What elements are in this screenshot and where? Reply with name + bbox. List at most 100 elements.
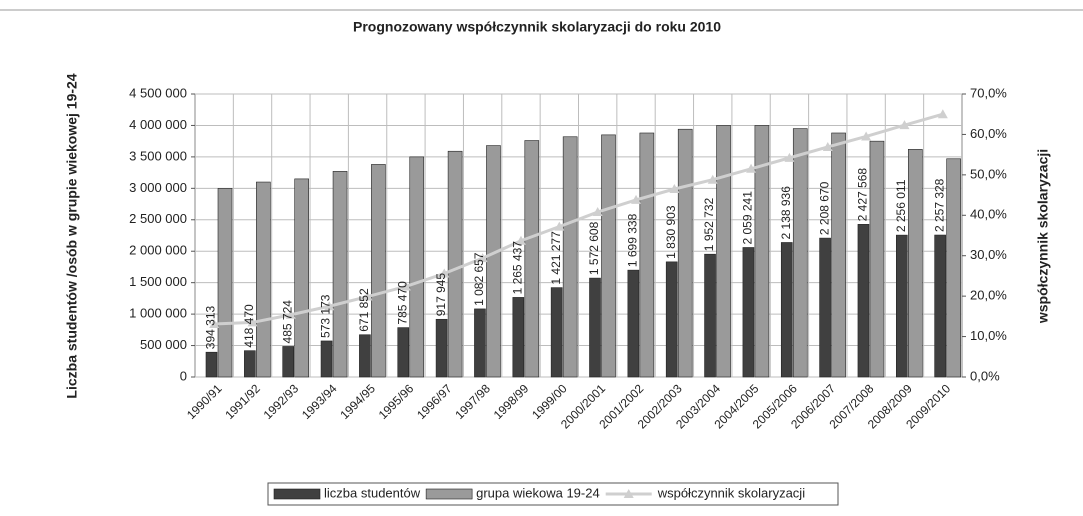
bar bbox=[792, 128, 808, 378]
bar bbox=[742, 247, 755, 378]
rate-marker bbox=[592, 207, 603, 217]
bar bbox=[754, 125, 770, 378]
y-tick-label: 2 500 000 bbox=[129, 211, 187, 226]
legend-label: grupa wiekowa 19-24 bbox=[476, 485, 600, 500]
value-label: 2 427 568 bbox=[856, 168, 870, 222]
rate-marker bbox=[209, 319, 220, 329]
bar bbox=[512, 297, 525, 378]
y2-tick-label: 0,0% bbox=[970, 368, 1000, 383]
bar bbox=[716, 125, 731, 378]
x-tick-label: 1998/99 bbox=[491, 381, 532, 422]
y-tick-label: 0 bbox=[180, 368, 187, 383]
bar bbox=[217, 188, 233, 378]
bar bbox=[895, 234, 908, 378]
value-label: 671 852 bbox=[357, 288, 371, 332]
rate-line bbox=[214, 112, 944, 326]
bar bbox=[589, 277, 601, 378]
value-label: 2 208 670 bbox=[817, 181, 831, 235]
rate-marker bbox=[899, 120, 910, 130]
x-tick-label: 1990/91 bbox=[184, 381, 225, 422]
bar bbox=[677, 128, 693, 378]
rate-marker bbox=[861, 131, 872, 141]
rate-marker bbox=[515, 235, 526, 245]
rate-marker bbox=[669, 184, 680, 194]
legend-box bbox=[267, 482, 839, 506]
legend-swatch bbox=[273, 488, 321, 500]
x-tick-label: 1996/97 bbox=[414, 381, 455, 422]
chart-title: Prognozowany współczynnik skolaryzacji d… bbox=[353, 19, 721, 35]
y2-tick-label: 70,0% bbox=[970, 85, 1007, 100]
bar bbox=[359, 334, 371, 378]
value-label: 1 082 657 bbox=[472, 252, 486, 306]
bar bbox=[256, 181, 271, 378]
value-label: 785 470 bbox=[395, 281, 409, 325]
x-tick-label: 1994/95 bbox=[337, 381, 378, 422]
bar bbox=[934, 234, 946, 378]
bar bbox=[435, 318, 448, 378]
bar bbox=[409, 156, 425, 378]
rate-marker bbox=[937, 109, 948, 119]
bar bbox=[474, 308, 486, 378]
value-label: 2 257 328 bbox=[932, 178, 946, 232]
rate-marker bbox=[400, 281, 411, 291]
value-label: 1 421 277 bbox=[549, 231, 563, 285]
value-label: 1 265 437 bbox=[510, 241, 524, 295]
value-label: 1 699 338 bbox=[626, 213, 640, 267]
y-tick-label: 4 000 000 bbox=[129, 117, 187, 132]
bar bbox=[282, 346, 295, 378]
bar bbox=[627, 269, 640, 378]
y-tick-label: 1 500 000 bbox=[129, 274, 187, 289]
bar bbox=[639, 132, 655, 378]
value-label: 394 313 bbox=[204, 305, 218, 349]
value-label: 418 470 bbox=[242, 304, 256, 348]
value-label: 2 138 936 bbox=[779, 186, 793, 240]
value-label: 2 059 241 bbox=[741, 191, 755, 245]
bar bbox=[244, 350, 256, 378]
x-tick-label: 1995/96 bbox=[376, 381, 417, 422]
bar bbox=[294, 178, 310, 378]
bar bbox=[332, 171, 348, 378]
legend-label: liczba studentów bbox=[324, 485, 421, 500]
x-tick-label: 1992/93 bbox=[261, 381, 302, 422]
rate-marker bbox=[477, 253, 488, 263]
y2-tick-label: 60,0% bbox=[970, 126, 1007, 141]
value-label: 1 572 608 bbox=[587, 221, 601, 275]
rate-marker bbox=[707, 174, 718, 184]
rate-marker bbox=[362, 291, 373, 301]
y2-tick-label: 40,0% bbox=[970, 207, 1007, 222]
bar bbox=[869, 140, 885, 378]
value-label: 1 830 903 bbox=[664, 205, 678, 259]
value-label: 1 952 732 bbox=[702, 197, 716, 251]
y2-axis-label: współczynnik skolaryzacji bbox=[1035, 149, 1051, 324]
bar bbox=[447, 150, 463, 378]
bar bbox=[857, 224, 870, 378]
rate-marker bbox=[554, 221, 565, 231]
y-tick-label: 2 000 000 bbox=[129, 243, 187, 258]
bar bbox=[562, 136, 578, 378]
y2-tick-label: 10,0% bbox=[970, 328, 1007, 343]
y2-tick-label: 50,0% bbox=[970, 166, 1007, 181]
bar bbox=[704, 253, 716, 378]
rate-marker bbox=[439, 268, 450, 278]
value-label: 573 173 bbox=[319, 294, 333, 338]
y2-tick-label: 20,0% bbox=[970, 288, 1007, 303]
x-tick-label: 1993/94 bbox=[299, 381, 340, 422]
bar bbox=[524, 140, 540, 378]
value-label: 485 724 bbox=[280, 300, 294, 344]
y-tick-label: 3 000 000 bbox=[129, 180, 187, 195]
x-tick-label: 1997/98 bbox=[452, 381, 493, 422]
value-label: 2 256 011 bbox=[894, 179, 908, 232]
bar bbox=[831, 132, 846, 378]
value-label: 917 945 bbox=[434, 273, 448, 317]
legend-marker bbox=[623, 489, 634, 498]
legend-swatch bbox=[425, 488, 473, 500]
bar bbox=[665, 261, 678, 378]
rate-marker bbox=[247, 317, 258, 327]
y-tick-label: 3 500 000 bbox=[129, 148, 187, 163]
bar bbox=[601, 134, 616, 378]
bar bbox=[907, 149, 923, 378]
bar bbox=[819, 237, 831, 378]
rate-marker bbox=[784, 152, 795, 162]
y-axis-label: Liczba studentów /osób w grupie wiekowej… bbox=[64, 73, 80, 398]
